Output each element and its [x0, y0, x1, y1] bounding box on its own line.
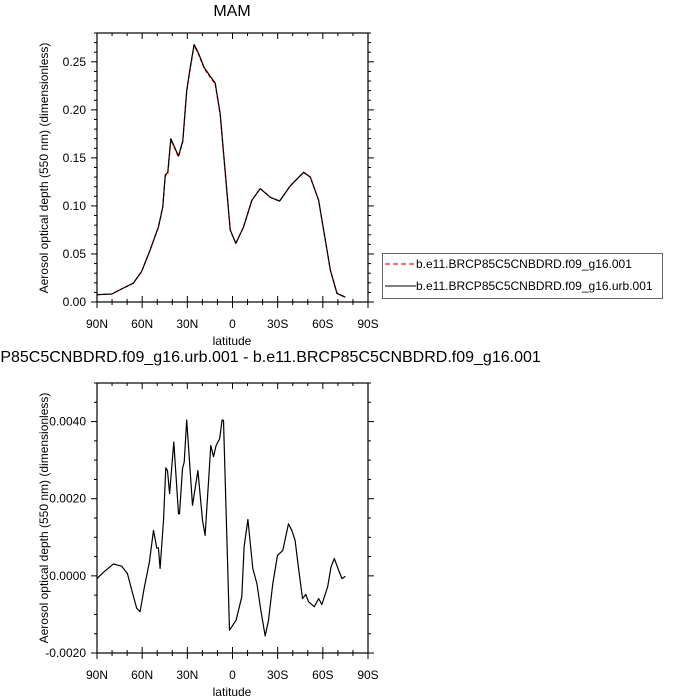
x-tick-label: 30N [176, 317, 198, 331]
y-tick-label: 0.05 [63, 247, 87, 261]
x-tick-label: 0 [229, 668, 236, 682]
x-tick-label: 30S [267, 668, 288, 682]
y-tick-label: -0.0020 [45, 646, 86, 660]
bottom-plot-title: b.e11.BRCP85C5CNBDRD.f09_g16.urb.001 - b… [0, 349, 541, 366]
y-tick-label: 0.0020 [49, 492, 86, 506]
series-line-1 [96, 43, 346, 298]
series-line-0 [96, 419, 346, 637]
top-plot-title: MAM [213, 3, 250, 20]
y-tick-label: 0.10 [63, 199, 87, 213]
x-tick-label: 90N [86, 668, 108, 682]
y-tick-label: 0.0040 [49, 415, 86, 429]
legend-label-1: b.e11.BRCP85C5CNBDRD.f09_g16.001 [416, 257, 632, 271]
legend: b.e11.BRCP85C5CNBDRD.f09_g16.001 b.e11.B… [382, 253, 663, 299]
x-tick-label: 90N [86, 317, 108, 331]
x-tick-label: 90S [357, 317, 378, 331]
x-tick-label: 60S [312, 668, 333, 682]
y-tick-label: 0.15 [63, 151, 87, 165]
x-tick-label: 90S [357, 668, 378, 682]
plot-frame [96, 32, 369, 303]
bottom-plot: b.e11.BRCP85C5CNBDRD.f09_g16.urb.001 - b… [0, 349, 541, 699]
bottom-plot-xlabel: latitude [213, 685, 252, 699]
y-tick-label: 0.00 [63, 295, 87, 309]
top-plot: MAM latitude Aerosol optical depth (550 … [37, 3, 379, 348]
x-tick-label: 60S [312, 317, 333, 331]
y-tick-label: 0.20 [63, 103, 87, 117]
x-tick-label: 30N [176, 668, 198, 682]
series-line-0 [96, 44, 346, 298]
x-tick-label: 60N [131, 668, 153, 682]
x-tick-label: 0 [229, 317, 236, 331]
top-plot-ylabel: Aerosol optical depth (550 nm) (dimensio… [37, 43, 51, 294]
legend-box [382, 253, 663, 299]
plot-frame [96, 382, 369, 654]
bottom-plot-ylabel: Aerosol optical depth (550 nm) (dimensio… [37, 393, 51, 644]
x-tick-label: 60N [131, 317, 153, 331]
x-tick-label: 30S [267, 317, 288, 331]
top-plot-xlabel: latitude [213, 334, 252, 348]
y-tick-label: 0.25 [63, 55, 87, 69]
y-tick-label: 0.0000 [49, 569, 86, 583]
legend-label-2: b.e11.BRCP85C5CNBDRD.f09_g16.urb.001 [416, 279, 653, 293]
